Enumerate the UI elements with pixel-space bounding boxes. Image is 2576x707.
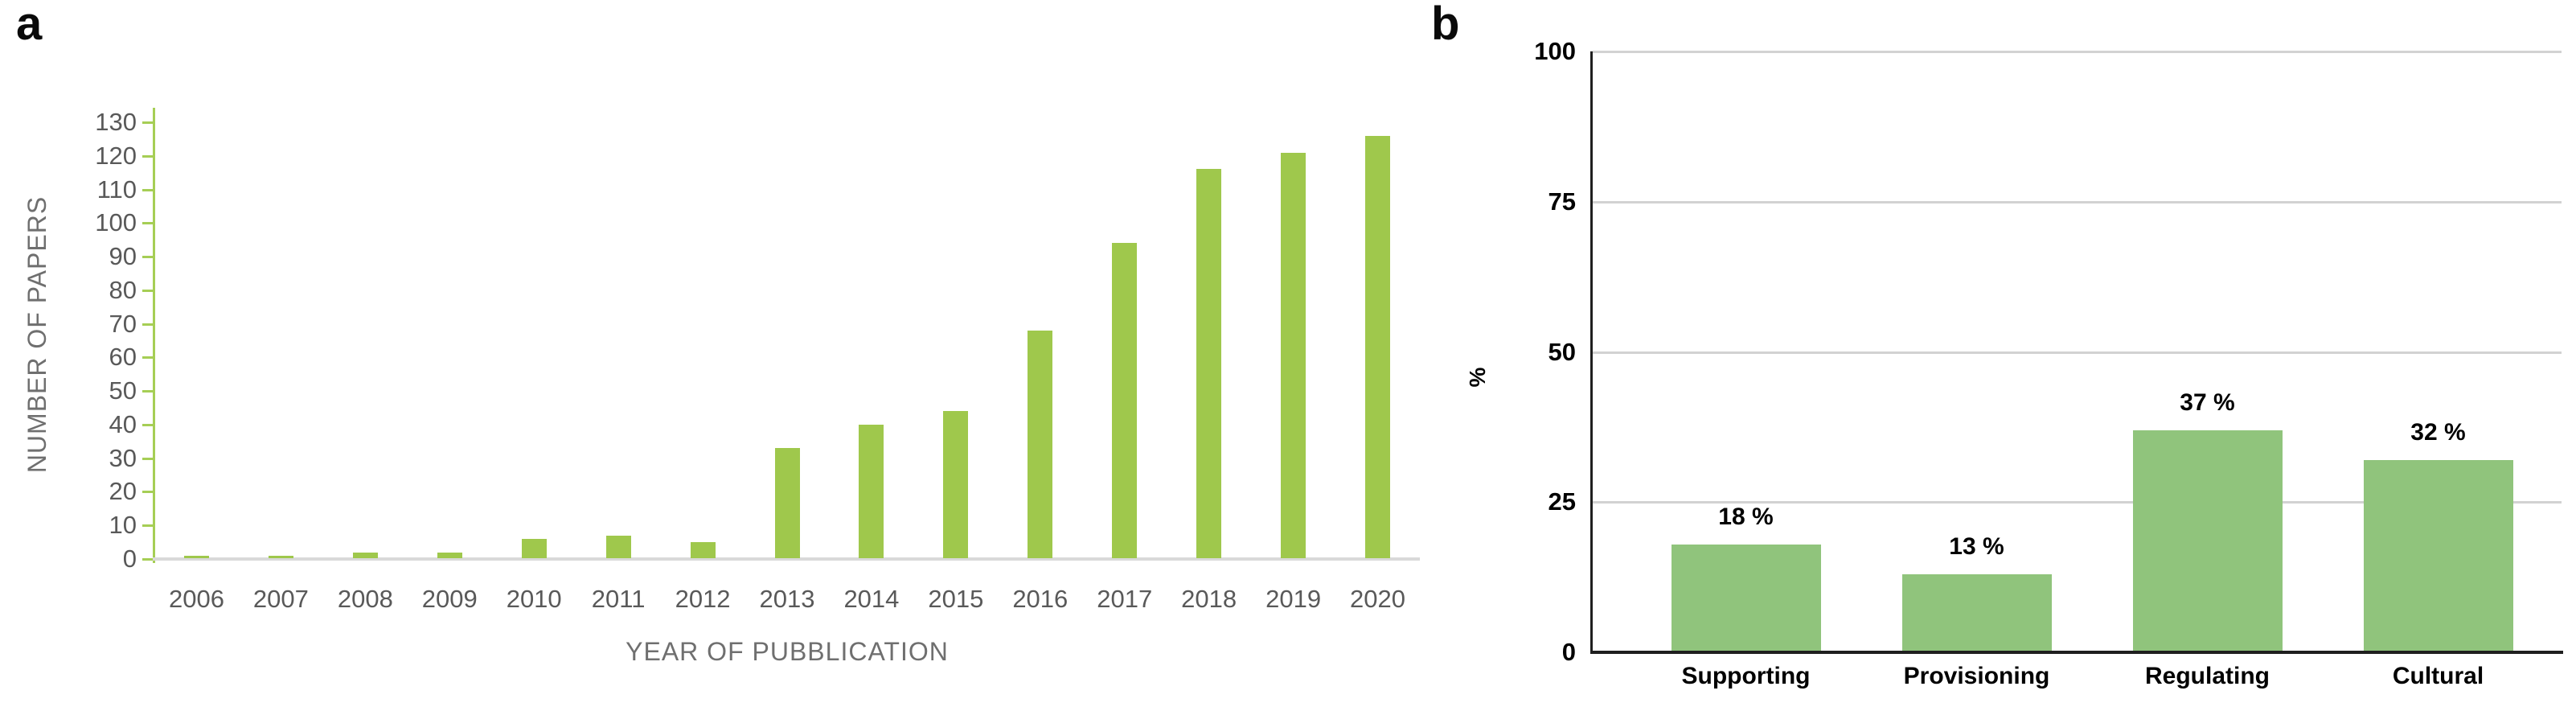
bar-2016 (1028, 330, 1053, 558)
bar-2015 (943, 411, 969, 558)
bar-value-label: 32 % (2410, 418, 2466, 446)
y-axis-tick-label: 50 (1548, 337, 1576, 366)
bar-value-label: 13 % (1949, 532, 2004, 560)
y-axis-tick (142, 390, 154, 393)
y-axis-tick-label: 60 (109, 343, 137, 372)
x-axis-tick-label: 2020 (1350, 585, 1406, 613)
panel-a-x-axis-title: YEAR OF PUBBLICATION (626, 637, 949, 666)
y-axis-tick (142, 222, 154, 225)
gridline (1590, 51, 2562, 53)
bar-2020 (1365, 135, 1391, 558)
bar-regulating (2132, 430, 2283, 651)
bar-2012 (690, 542, 716, 558)
bar-value-label: 37 % (2180, 388, 2235, 416)
gridline (1590, 200, 2562, 203)
y-axis-tick-label: 130 (95, 108, 137, 136)
x-axis-tick-label: Cultural (2392, 663, 2484, 689)
bar-2014 (859, 424, 884, 558)
bar-2007 (268, 555, 293, 558)
y-axis-tick-label: 0 (122, 545, 137, 573)
y-axis-tick-label: 50 (109, 376, 137, 405)
x-axis-tick-label: Provisioning (1903, 663, 2050, 689)
y-axis-tick-label: 90 (109, 242, 137, 271)
x-axis-tick-label: 2019 (1265, 585, 1322, 613)
y-axis-tick-label: 40 (109, 409, 137, 438)
y-axis-tick (142, 323, 154, 326)
y-axis-tick-label: 80 (109, 275, 137, 304)
x-axis-tick-label: Regulating (2145, 663, 2270, 689)
y-axis-tick-label: 70 (109, 309, 137, 338)
y-axis-tick-label: 100 (95, 208, 137, 237)
x-axis-tick-label: 2016 (1012, 585, 1069, 613)
y-axis-tick-label: 75 (1548, 187, 1576, 216)
gridline (1590, 501, 2562, 504)
bar-supporting (1671, 544, 1821, 651)
x-axis-tick-label: 2006 (168, 585, 224, 613)
x-axis-tick-label: 2008 (337, 585, 393, 613)
x-axis-tick-label: 2017 (1097, 585, 1153, 613)
y-axis-tick (142, 558, 154, 561)
y-axis-tick (142, 289, 154, 292)
panel-b-label: b (1431, 0, 1460, 50)
x-axis-tick-label: 2011 (591, 585, 646, 613)
bar-2010 (521, 538, 547, 558)
x-axis-line (153, 557, 1420, 561)
x-axis-tick-label: 2013 (759, 585, 815, 613)
bar-2019 (1281, 152, 1306, 558)
y-axis-tick-label: 30 (109, 443, 137, 472)
y-axis-tick (142, 188, 154, 191)
bar-2018 (1196, 169, 1222, 558)
y-axis-tick (142, 491, 154, 494)
y-axis-tick (142, 121, 154, 124)
bar-2017 (1112, 243, 1138, 558)
y-axis-tick (142, 256, 154, 259)
bar-2011 (605, 535, 631, 558)
y-axis-line (1590, 51, 1593, 654)
y-axis-tick-label: 100 (1534, 37, 1576, 65)
panel-a-label: a (16, 0, 43, 50)
x-axis-tick-label: 2010 (506, 585, 562, 613)
bar-provisioning (1901, 573, 2052, 651)
x-axis-tick-label: Supporting (1681, 663, 1811, 689)
y-axis-tick (142, 154, 154, 158)
bar-value-label: 18 % (1718, 503, 1774, 530)
y-axis-line (153, 108, 155, 563)
x-axis-tick-label: 2018 (1181, 585, 1237, 613)
y-axis-tick-label: 25 (1548, 487, 1576, 516)
x-axis-tick-label: 2012 (675, 585, 731, 613)
x-axis-tick-label: 2009 (421, 585, 478, 613)
y-axis-tick (142, 524, 154, 528)
bar-2013 (774, 448, 800, 558)
bar-2006 (183, 555, 209, 558)
bar-cultural (2363, 459, 2513, 651)
y-axis-tick-label: 0 (1561, 638, 1576, 666)
x-axis-line (1590, 651, 2563, 654)
y-axis-tick-label: 10 (109, 511, 137, 540)
y-axis-tick (142, 457, 154, 460)
y-axis-tick-label: 110 (96, 175, 137, 203)
y-axis-tick (142, 356, 154, 360)
y-axis-tick-label: 20 (109, 477, 137, 506)
x-axis-tick-label: 2007 (252, 585, 309, 613)
x-axis-tick-label: 2015 (928, 585, 984, 613)
panel-a-papers-per-year-chart: a NUMBER OF PAPERS 0 10 20 30 40 50 60 70 80 90 10… (16, 0, 1420, 666)
bar-2009 (437, 552, 462, 558)
bar-2008 (352, 552, 378, 558)
gridline (1590, 351, 2562, 354)
panel-b-services-percentage-chart: b % 0 25 50 75 100 18 % Supporting 13 % Provisio… (1415, 0, 2576, 707)
y-axis-tick (142, 423, 154, 426)
y-axis-tick-label: 120 (95, 141, 137, 170)
x-axis-tick-label: 2014 (843, 585, 900, 613)
